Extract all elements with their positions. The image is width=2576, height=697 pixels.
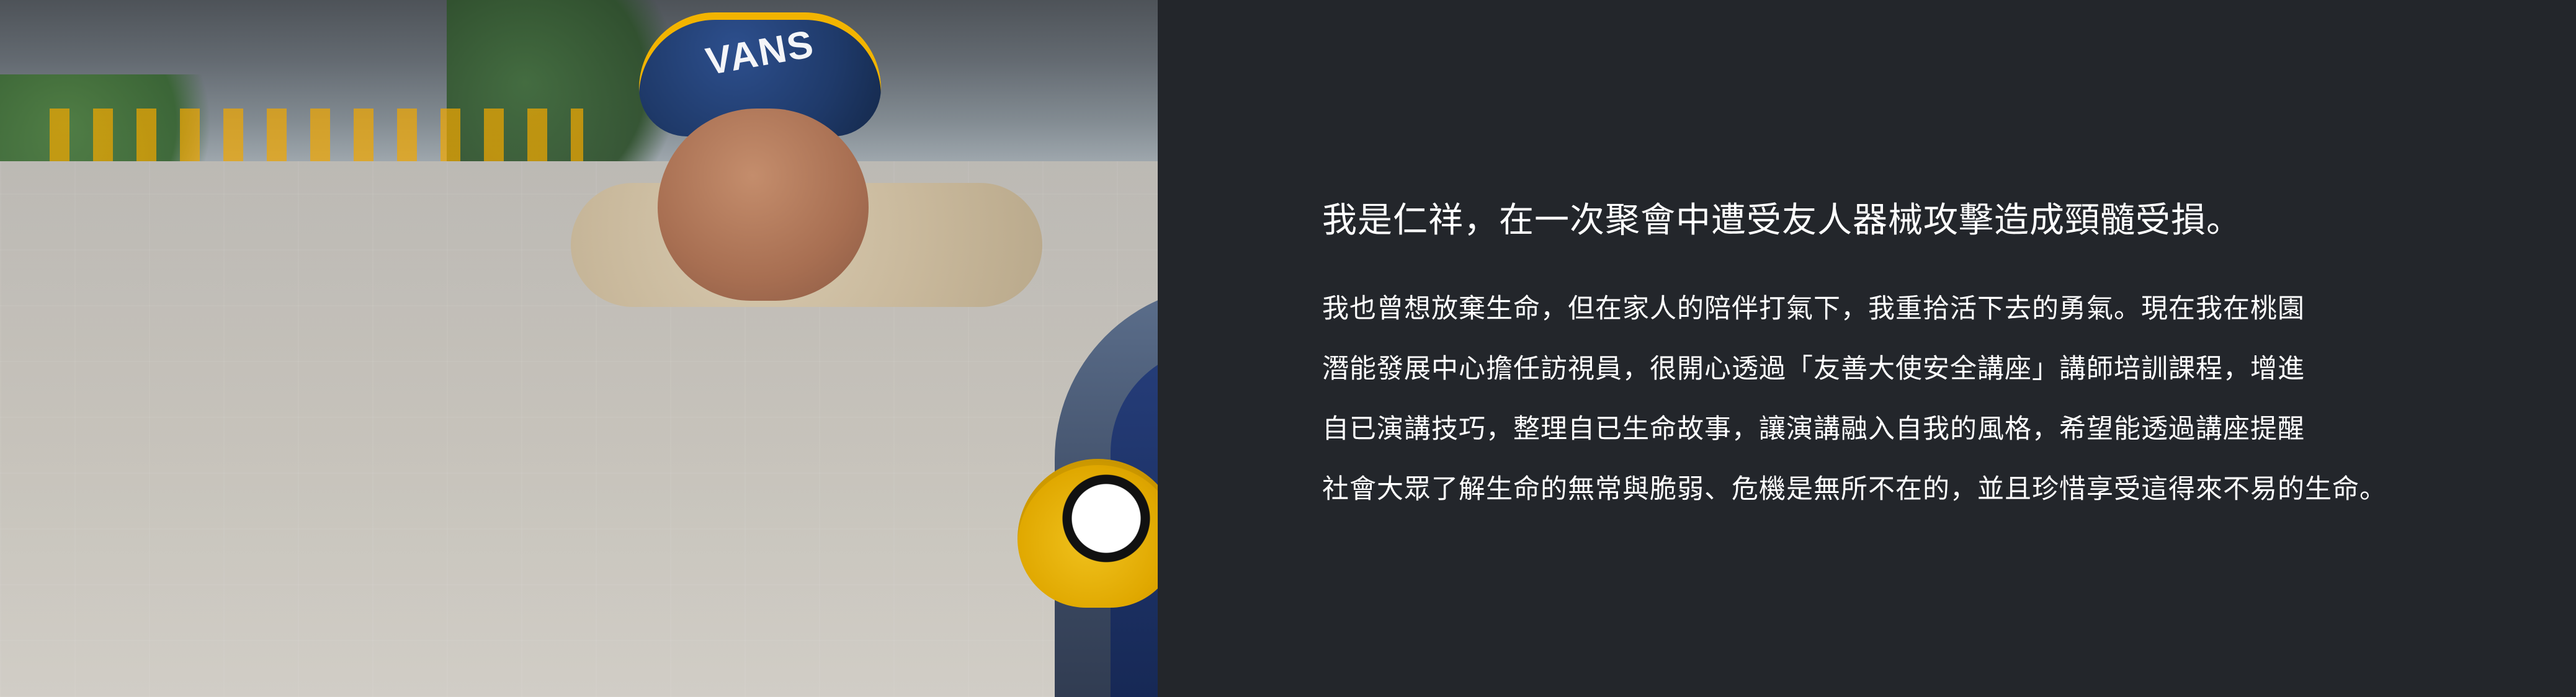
paragraph-line: 潛能發展中心擔任訪視員，很開心透過「友善大使安全講座」講師培訓課程，增進 xyxy=(1322,353,2305,384)
paragraph-line: 我也曾想放棄生命，但在家人的陪伴打氣下，我重拾活下去的勇氣。現在我在桃園 xyxy=(1322,293,2305,324)
text-panel: 我是仁祥，在一次聚會中遭受友人器械攻擊造成頸髓受損。 我也曾想放棄生命，但在家人… xyxy=(1158,0,2576,697)
portrait-photo: VANS xyxy=(0,0,1158,697)
pet-in-pouch xyxy=(1017,459,1158,608)
paragraph-line: 自已演講技巧，整理自已生命故事，讓演講融入自我的風格，希望能透過講座提醒 xyxy=(1322,414,2305,445)
panel-paragraph: 我也曾想放棄生命，但在家人的陪伴打氣下，我重拾活下去的勇氣。現在我在桃園 潛能發… xyxy=(1322,279,2532,520)
paragraph-line: 社會大眾了解生命的無常與脆弱、危機是無所不在的，並且珍惜享受這得來不易的生命。 xyxy=(1322,474,2387,505)
face xyxy=(658,109,869,301)
panel-title: 我是仁祥，在一次聚會中遭受友人器械攻擊造成頸髓受損。 xyxy=(1322,200,2242,241)
